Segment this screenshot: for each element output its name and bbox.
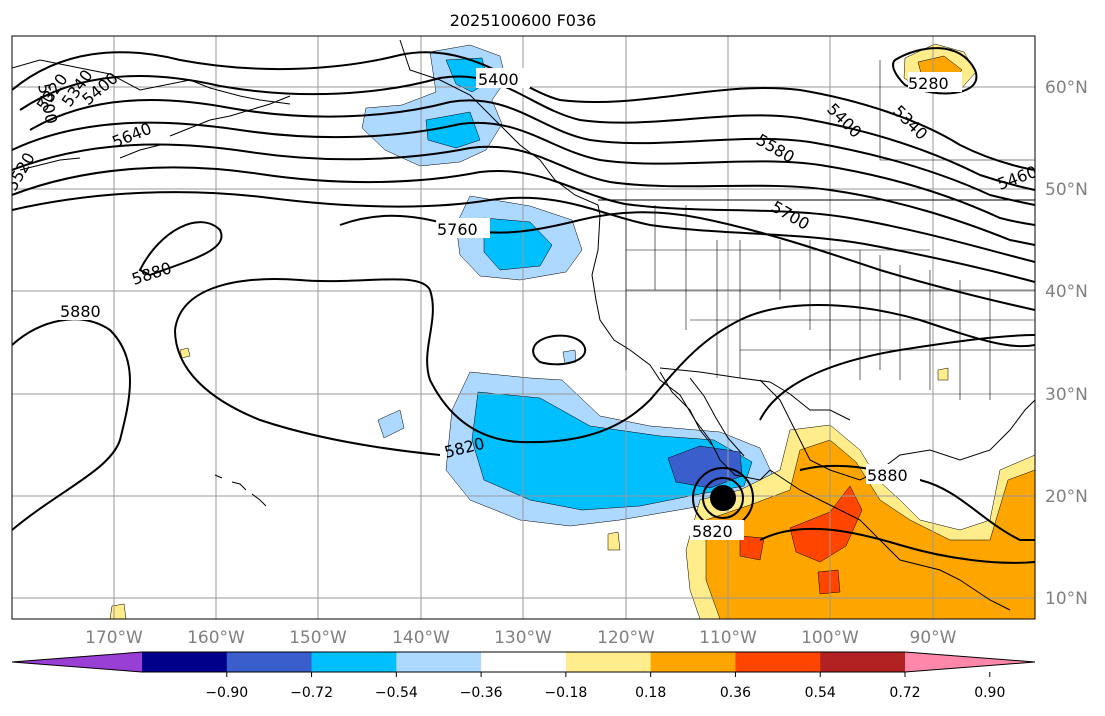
contour-label-bg	[908, 72, 962, 92]
colorbar-tick-label: 0.18	[635, 685, 666, 701]
contour-label-5820-hurricane: 5820	[692, 522, 733, 541]
map-frame	[11, 35, 1036, 620]
contour-5700	[12, 191, 1035, 283]
positive-fill-small-patch	[109, 603, 127, 619]
contour-label-bg	[690, 520, 744, 540]
colorbar-tick-label: 0.90	[974, 685, 1005, 701]
contour-label-5280: 5280	[908, 74, 949, 93]
lon-label: 120°W	[597, 628, 655, 648]
contour-label-5880-mexico: 5880	[867, 466, 908, 485]
colorbar-segment	[142, 652, 228, 672]
contour-label-bg	[866, 464, 920, 484]
coastline-aleutians	[19, 95, 291, 171]
lon-label: 130°W	[494, 628, 552, 648]
contour-5460	[29, 99, 1035, 206]
colorbar-segment	[396, 652, 482, 672]
lon-label: 110°W	[699, 628, 757, 648]
contour-5880-main	[174, 278, 1035, 444]
map-title: 2025100600 F036	[450, 11, 597, 30]
lat-label: 20°N	[1045, 487, 1088, 507]
positive-fill-mexico-core	[705, 439, 1035, 619]
latitude-labels: 60°N 50°N 40°N 30°N 20°N 10°N	[1045, 78, 1088, 609]
colorbar-tick-label: −0.18	[544, 685, 587, 701]
colorbar-outline	[11, 651, 1036, 673]
map-area: 5400 5280 5400 5340 5580 5460 5700 5640 …	[12, 36, 1035, 619]
positive-fill-small-patch-2	[607, 531, 621, 551]
contour-5820	[174, 329, 441, 456]
colorbar-tick-label: −0.72	[290, 685, 333, 701]
contour-5280	[892, 47, 978, 95]
contour-cutoff-low	[532, 334, 587, 366]
positive-anomaly-fill	[109, 43, 1035, 619]
longitude-labels: 170°W 160°W 150°W 140°W 130°W 120°W 110°…	[85, 628, 957, 648]
coastline-hawaii	[214, 474, 267, 507]
contour-label-5400-alaska: 5400	[478, 70, 519, 89]
colorbar-extend-high	[905, 652, 1035, 672]
colorbar-segment	[226, 652, 313, 672]
coastline-baja	[659, 371, 745, 457]
contour-5400	[19, 75, 1035, 191]
negative-fill-small-patch-2	[562, 349, 577, 365]
colorbar-segment	[735, 652, 821, 672]
colorbar-tick-label: −0.36	[460, 685, 503, 701]
colorbar-segment	[650, 652, 736, 672]
colorbar-tick-label: 0.36	[720, 685, 751, 701]
hurricane-ring-1	[702, 477, 744, 519]
lat-label: 50°N	[1045, 180, 1088, 200]
colorbar-segment	[481, 652, 567, 672]
contour-5880-gulf	[799, 464, 1035, 541]
lon-label: 100°W	[801, 628, 859, 648]
contour-label-bg	[58, 300, 112, 320]
colorbar-segment	[820, 652, 906, 672]
contour-5880-ridge	[138, 221, 223, 277]
colorbar-segment	[311, 652, 397, 672]
border-states	[625, 60, 1035, 400]
colorbar-tick-label: 0.54	[805, 685, 836, 701]
contour-5640	[12, 166, 1035, 263]
negative-fill-small-patch	[377, 409, 405, 439]
contour-5820-south	[759, 527, 1035, 564]
colorbar-extend-low	[12, 652, 142, 672]
contour-label-5880-west: 5880	[60, 302, 101, 321]
lon-label: 160°W	[187, 628, 245, 648]
hurricane-center	[710, 485, 736, 511]
positive-fill-small-patch-3	[937, 367, 949, 381]
negative-fill-pacific-northwest-core	[483, 217, 553, 271]
contour-5880-east	[759, 334, 1035, 421]
contour-label-bg	[436, 218, 490, 238]
colorbar-tick-label: −0.54	[375, 685, 418, 701]
colorbar-tick-label: 0.72	[889, 685, 920, 701]
colorbar: −0.90 −0.72 −0.54 −0.36 −0.18 0.18 0.36 0.54 0.7…	[11, 651, 1036, 701]
contour-5580	[12, 143, 1035, 246]
border-us-mexico	[659, 367, 851, 421]
lon-label: 170°W	[85, 628, 143, 648]
lon-label: 90°W	[910, 628, 957, 648]
coastline-alaska	[12, 39, 601, 216]
lon-label: 140°W	[392, 628, 450, 648]
positive-fill-small-patch-4	[179, 347, 191, 359]
colorbar-segment	[565, 652, 652, 672]
lat-label: 30°N	[1045, 385, 1088, 405]
lon-label: 150°W	[289, 628, 347, 648]
positive-fill-strong-core-1	[789, 485, 863, 563]
contour-label-bg	[476, 68, 530, 88]
contour-label-5760: 5760	[437, 220, 478, 239]
contour-5520	[12, 121, 1035, 226]
colorbar-tick-label: −0.90	[205, 685, 248, 701]
contour-5340	[12, 51, 1035, 171]
lat-label: 60°N	[1045, 78, 1088, 98]
lat-label: 10°N	[1045, 589, 1088, 609]
lat-label: 40°N	[1045, 282, 1088, 302]
